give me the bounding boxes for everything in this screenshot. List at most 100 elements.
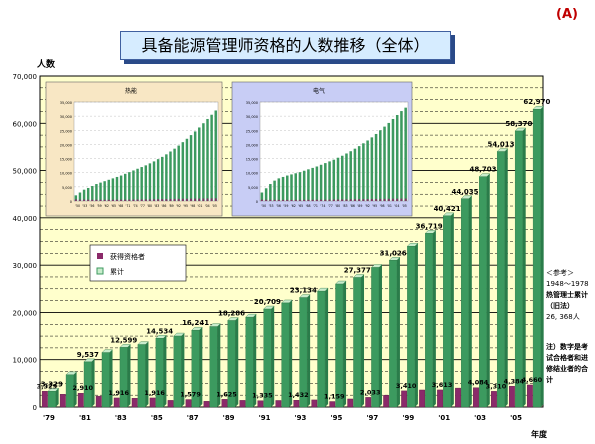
cumulative-data-label: 58,370 — [505, 120, 532, 128]
inset-qualified-bar — [269, 199, 272, 201]
inset-cumulative-bar — [374, 133, 378, 201]
qualified-bar — [419, 389, 425, 408]
qualified-bar — [221, 399, 228, 408]
inset-y-tick-label: 35,000 — [246, 101, 258, 105]
cumulative-bar — [299, 297, 308, 408]
inset-cumulative-bar — [78, 192, 82, 201]
qualified-bar — [455, 387, 461, 408]
inset-cumulative-bar — [214, 110, 217, 201]
y-tick-label: 10,000 — [13, 357, 38, 365]
inset-cumulative-bar — [148, 163, 152, 201]
qualified-data-label: 1,432 — [288, 391, 309, 399]
inset-qualified-bar — [303, 199, 306, 201]
inset-qualified-bar — [366, 199, 369, 201]
y-tick-label: 40,000 — [13, 215, 38, 223]
inset-cumulative-bar — [294, 173, 297, 201]
cumulative-bar-side — [414, 243, 418, 407]
inset-cumulative-bar — [328, 161, 331, 201]
inset-y-tick-label: 20,000 — [60, 143, 72, 147]
qualified-bar — [167, 400, 174, 408]
qualified-bar — [185, 399, 192, 408]
x-tick-label: '05 — [510, 414, 522, 422]
cumulative-bar-side — [73, 371, 77, 407]
cumulative-data-label: 40,421 — [434, 205, 461, 213]
inset-cumulative-bar — [345, 153, 348, 201]
y-axis-label: 人数 — [36, 58, 56, 70]
inset-qualified-bar — [169, 198, 172, 201]
inset-cumulative-bar — [202, 123, 205, 201]
x-tick-label: '87 — [187, 414, 199, 422]
inset-cumulative-bar — [277, 178, 281, 201]
reference-value: 26, 368人 — [546, 313, 580, 321]
inset-cumulative-bar — [193, 131, 197, 201]
x-tick-label: '99 — [402, 414, 414, 422]
inset-x-tick-label: '80 — [147, 204, 152, 208]
inset-qualified-bar — [387, 198, 390, 201]
inset-cumulative-bar — [91, 186, 94, 201]
inset-qualified-bar — [153, 199, 155, 201]
inset-qualified-bar — [396, 198, 399, 201]
inset-qualified-bar — [375, 198, 377, 201]
inset-qualified-bar — [75, 199, 77, 201]
cumulative-bar — [173, 335, 182, 408]
inset-cumulative-bar — [107, 179, 110, 201]
legend-swatch-qualified — [97, 253, 103, 259]
reference-years: 1948～1978 — [546, 280, 589, 288]
inset-qualified-bar — [186, 198, 188, 201]
inset-cumulative-bar — [340, 155, 344, 201]
inset-x-tick-label: '53 — [269, 204, 274, 208]
inset-x-tick-label: '65 — [111, 204, 116, 208]
qualified-bar — [275, 400, 282, 408]
x-axis-label: 年度 — [531, 429, 548, 439]
inset-cumulative-bar — [95, 184, 98, 201]
inset-x-tick-label: '68 — [306, 204, 311, 208]
inset-qualified-bar — [161, 199, 164, 201]
cumulative-bar-side — [540, 106, 544, 408]
cumulative-data-label: 12,599 — [110, 336, 137, 344]
inset-cumulative-bar — [273, 180, 276, 201]
qualified-data-label: 1,916 — [108, 389, 129, 397]
inset-cumulative-bar — [156, 159, 160, 201]
inset-qualified-bar — [116, 199, 118, 201]
inset-qualified-bar — [210, 198, 213, 201]
inset-x-tick-label: '98 — [380, 204, 385, 208]
qualified-bar — [239, 400, 246, 408]
cumulative-bar-side — [307, 294, 311, 407]
inset-cumulative-bar — [185, 138, 189, 201]
qualified-data-label: 3,329 — [37, 382, 58, 390]
inset-y-tick-label: 25,000 — [246, 129, 258, 133]
qualified-bar — [473, 387, 479, 408]
inset-cumulative-bar — [123, 173, 127, 201]
inset-chart: 热能 0 5,000 10,000 15,000 20,000 25,000 30,000 35… — [45, 81, 223, 217]
inset-qualified-bar — [277, 199, 280, 201]
inset-x-tick-label: '86 — [350, 204, 355, 208]
inset-qualified-bar — [354, 199, 356, 201]
cumulative-data-label: 44,035 — [452, 188, 479, 196]
inset-qualified-bar — [290, 199, 293, 201]
inset-x-tick-label: '77 — [328, 204, 333, 208]
inset-y-tick-label: 0 — [70, 200, 72, 204]
qualified-data-label: 1,916 — [144, 389, 165, 397]
qualified-data-label: 3,613 — [432, 381, 453, 389]
cumulative-bar — [245, 316, 254, 408]
x-tick-label: '83 — [115, 414, 127, 422]
inset-qualified-bar — [273, 199, 276, 201]
cumulative-data-label: 23,134 — [290, 287, 317, 295]
cumulative-bar-side — [271, 306, 275, 407]
inset-qualified-bar — [190, 198, 192, 201]
inset-y-tick-label: 25,000 — [60, 129, 72, 133]
inset-cumulative-bar — [404, 107, 407, 201]
x-tick-label: '79 — [43, 414, 55, 422]
inset-cumulative-bar — [165, 154, 168, 201]
inset-cumulative-bar — [290, 174, 293, 201]
inset-qualified-bar — [95, 199, 98, 201]
inset-cumulative-bar — [400, 111, 403, 201]
inset-x-tick-label: '98 — [190, 204, 195, 208]
cumulative-bar — [443, 215, 452, 408]
cumulative-bar — [389, 260, 398, 408]
inset-cumulative-bar — [387, 122, 391, 201]
inset-x-tick-label: '89 — [169, 204, 174, 208]
qualified-data-label: 1,335 — [252, 392, 273, 400]
inset-qualified-bar — [299, 199, 301, 201]
